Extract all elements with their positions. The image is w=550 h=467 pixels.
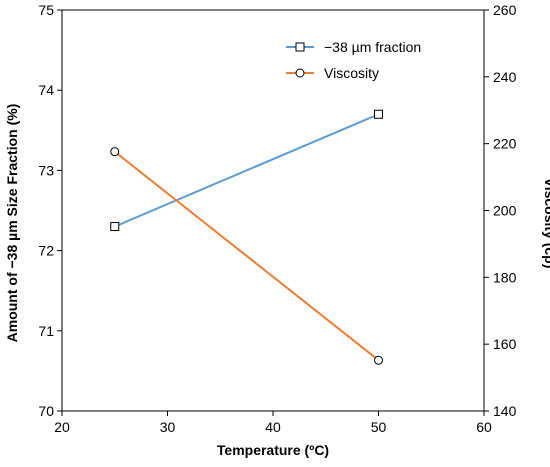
y-right-tick-label: 160 bbox=[493, 336, 517, 352]
y-left-tick-label: 73 bbox=[38, 162, 54, 178]
x-tick-label: 50 bbox=[371, 419, 387, 435]
legend-label-2: Viscosity bbox=[324, 65, 379, 81]
plot-area-border bbox=[61, 9, 485, 412]
series-point-2 bbox=[374, 355, 383, 365]
x-tick-label: 20 bbox=[54, 419, 70, 435]
y-right-tick-label: 260 bbox=[493, 2, 517, 18]
series-line-2 bbox=[114, 150, 380, 361]
y-right-tick-label: 220 bbox=[493, 136, 517, 152]
x-tick-label: 40 bbox=[265, 419, 281, 435]
legend: −38 µm fraction Viscosity bbox=[286, 39, 421, 81]
y-right-tick-label: 240 bbox=[493, 69, 517, 85]
legend-marker-1 bbox=[295, 42, 305, 52]
y-right-tick-label: 180 bbox=[493, 269, 517, 285]
legend-label-1: −38 µm fraction bbox=[324, 39, 421, 55]
y-right-tick-label: 200 bbox=[493, 203, 517, 219]
x-tick-label: 30 bbox=[160, 419, 176, 435]
x-axis-ticks: 20 30 40 50 60 bbox=[54, 411, 492, 435]
y-left-tick-label: 75 bbox=[38, 2, 54, 18]
y-left-tick-label: 71 bbox=[38, 323, 54, 339]
plot-frame bbox=[61, 9, 485, 412]
legend-marker-2 bbox=[295, 68, 305, 78]
y-left-tick-label: 72 bbox=[38, 243, 54, 259]
y-left-tick-label: 74 bbox=[38, 82, 54, 98]
series-line-1 bbox=[114, 113, 379, 228]
y-right-axis-ticks: 140 160 180 200 220 240 260 bbox=[484, 2, 517, 419]
series-layer bbox=[110, 109, 383, 365]
y-right-tick-label: 140 bbox=[493, 403, 517, 419]
x-tick-label: 60 bbox=[476, 419, 492, 435]
x-axis-title: Temperature (ºC) bbox=[217, 442, 329, 458]
y-left-axis-ticks: 70 71 72 73 74 75 bbox=[38, 2, 62, 419]
y-left-tick-label: 70 bbox=[38, 403, 54, 419]
series-point-1 bbox=[374, 109, 383, 119]
y-right-axis-title: Viscosity (cp) bbox=[542, 178, 550, 269]
y-left-axis-title: Amount of −38 µm Size Fraction (%) bbox=[4, 104, 20, 343]
series-point-1 bbox=[110, 222, 120, 232]
series-point-2 bbox=[110, 147, 120, 157]
